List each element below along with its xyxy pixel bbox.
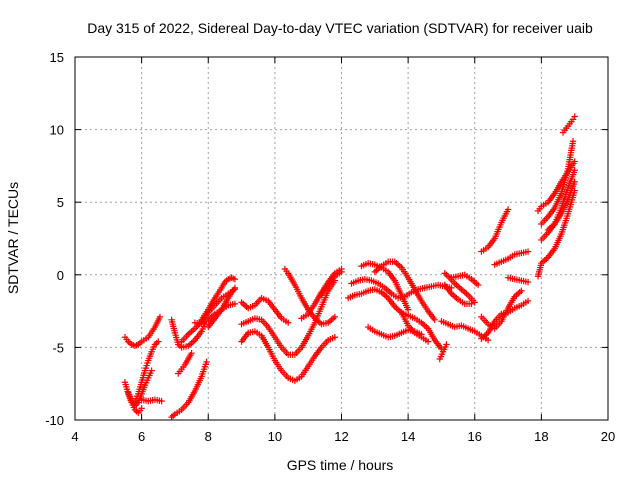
- data-point: [569, 138, 577, 145]
- data-point: [571, 167, 578, 174]
- series-arc-07: [168, 358, 210, 421]
- data-point: [471, 299, 478, 306]
- data-point: [231, 300, 239, 308]
- series-arc-20: [348, 275, 455, 302]
- series-arc-35: [534, 158, 578, 215]
- series-arc-11: [198, 274, 239, 324]
- series-arc-06: [168, 316, 209, 351]
- y-tick-label: 5: [57, 195, 64, 210]
- grid: [75, 57, 608, 420]
- series-arc-25: [438, 318, 492, 344]
- data-point: [203, 358, 210, 366]
- data-point: [338, 268, 345, 276]
- data-point: [431, 316, 438, 324]
- series-arc-24: [398, 309, 432, 345]
- series-arc-08: [175, 350, 195, 377]
- x-axis-title: GPS time / hours: [287, 457, 394, 473]
- axes: 4 6 8 10 12 14 16 18 20 -10 -5 0 5 10 15: [45, 50, 615, 444]
- series-arc-34: [504, 274, 532, 286]
- x-tick-label: 4: [71, 429, 78, 444]
- series-arc-36: [534, 187, 578, 280]
- series-arc-33: [491, 248, 532, 268]
- data-point: [443, 341, 450, 348]
- data-point: [138, 405, 145, 412]
- series-arc-22: [364, 323, 425, 341]
- y-tick-label: 0: [57, 268, 64, 283]
- data-point: [571, 113, 578, 120]
- data-point: [156, 313, 164, 321]
- series-arc-14: [238, 328, 339, 384]
- data-point: [524, 297, 532, 305]
- x-tick-label: 16: [468, 429, 482, 444]
- data-point: [524, 278, 532, 286]
- series-arc-23: [371, 258, 438, 324]
- series-arc-26: [441, 270, 478, 306]
- series-arc-28: [448, 271, 482, 289]
- x-tick-label: 8: [205, 429, 212, 444]
- y-axis-title: SDTVAR / TECUs: [5, 182, 21, 294]
- series-arc-05: [138, 396, 165, 405]
- series-arc-15: [238, 294, 292, 326]
- data-point: [285, 319, 292, 326]
- data-point: [148, 367, 155, 374]
- y-tick-label: 10: [50, 123, 64, 138]
- x-tick-label: 18: [534, 429, 548, 444]
- data-point: [231, 275, 239, 283]
- series-arc-01: [121, 313, 164, 350]
- series-arc-40: [559, 113, 578, 136]
- data-point: [474, 281, 482, 289]
- data-point: [331, 334, 339, 341]
- series-arc-29: [436, 341, 450, 363]
- series-arc-31: [478, 287, 525, 332]
- x-tick-label: 20: [601, 429, 615, 444]
- series-arc-39: [544, 178, 578, 233]
- data-point: [468, 300, 475, 308]
- data-point: [188, 350, 195, 357]
- series-arc-16: [281, 265, 339, 328]
- data-point: [571, 158, 578, 165]
- series-arc-04: [131, 338, 162, 405]
- x-tick-label: 10: [268, 429, 282, 444]
- series-arc-30: [478, 206, 512, 255]
- data-point: [571, 178, 578, 186]
- series-arc-13: [238, 277, 339, 358]
- data-point: [424, 338, 432, 345]
- chart-title: Day 315 of 2022, Sidereal Day-to-day VTE…: [87, 20, 593, 36]
- data-point: [155, 338, 162, 345]
- data-point: [484, 336, 492, 344]
- data-points: [121, 113, 578, 421]
- series-arc-27: [441, 281, 475, 308]
- data-point: [504, 206, 512, 213]
- series-arc-32: [478, 297, 532, 342]
- series-arc-12: [205, 284, 239, 331]
- data-point: [231, 284, 239, 292]
- series-arc-18: [318, 268, 345, 299]
- y-tick-label: -5: [52, 340, 64, 355]
- data-point: [158, 397, 165, 405]
- series-arc-38: [538, 138, 577, 228]
- data-point: [331, 313, 339, 321]
- y-tick-label: -10: [45, 413, 64, 428]
- x-tick-label: 6: [138, 429, 145, 444]
- series-arc-21: [358, 259, 412, 313]
- x-tick-label: 14: [401, 429, 415, 444]
- data-point: [404, 306, 412, 313]
- x-tick-label: 12: [334, 429, 348, 444]
- data-point: [524, 248, 532, 255]
- data-point: [518, 287, 525, 294]
- y-tick-label: 15: [50, 50, 64, 65]
